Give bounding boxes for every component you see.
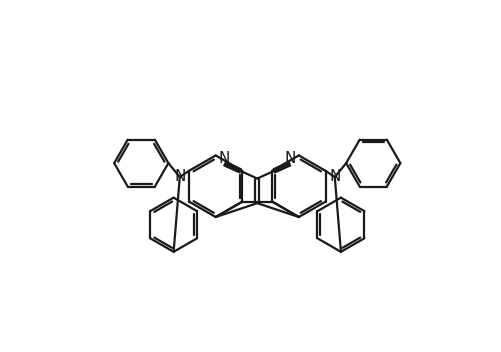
Text: N: N — [329, 170, 340, 184]
Text: N: N — [284, 151, 296, 166]
Text: N: N — [218, 151, 229, 166]
Text: N: N — [174, 170, 185, 184]
